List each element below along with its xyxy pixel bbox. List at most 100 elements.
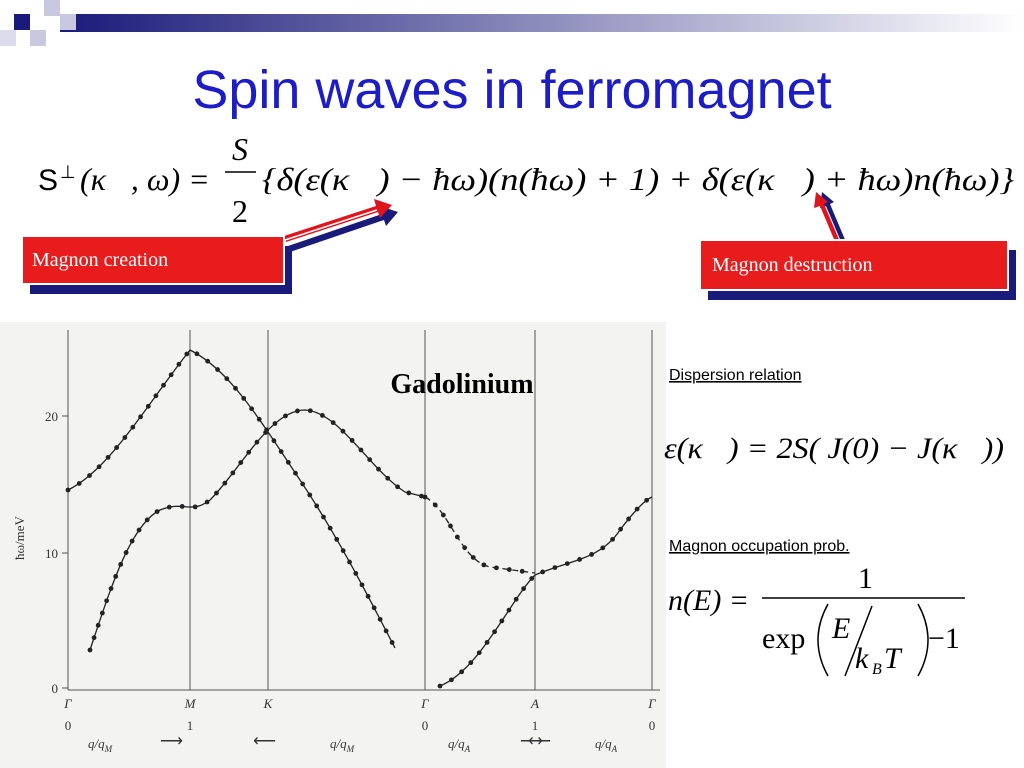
occ-T: T bbox=[884, 642, 903, 675]
point bbox=[65, 487, 71, 493]
point bbox=[406, 490, 412, 496]
point bbox=[285, 459, 291, 465]
point bbox=[153, 393, 159, 399]
point bbox=[376, 466, 381, 472]
point bbox=[626, 516, 632, 522]
x-value-label: 0 bbox=[649, 718, 656, 733]
point bbox=[449, 677, 454, 683]
x-scale-main: q/q bbox=[330, 736, 347, 751]
callout-creation: Magnon creation bbox=[21, 199, 398, 294]
point bbox=[168, 372, 174, 378]
x-scale-sub: A bbox=[611, 744, 618, 754]
point bbox=[249, 406, 255, 412]
x-point-label: A bbox=[530, 696, 539, 711]
point bbox=[166, 504, 172, 510]
point bbox=[300, 481, 306, 487]
x-scale-label: q/qM ⟵ bbox=[253, 733, 355, 754]
point bbox=[161, 382, 166, 388]
eq-args: (κ⃗, ω) = bbox=[80, 161, 210, 197]
point bbox=[454, 534, 460, 540]
x-scale-text: q/qA bbox=[448, 736, 471, 754]
occupation-heading: Magnon occupation prob. bbox=[669, 538, 850, 555]
slide-title: Spin waves in ferromagnet bbox=[192, 60, 831, 120]
point bbox=[184, 351, 190, 357]
point bbox=[179, 504, 185, 509]
point bbox=[96, 464, 102, 470]
point bbox=[224, 376, 230, 382]
point bbox=[529, 576, 535, 581]
point bbox=[87, 473, 92, 478]
point bbox=[118, 561, 124, 567]
point bbox=[176, 361, 182, 367]
point bbox=[91, 635, 97, 641]
eq-super: ⊥ bbox=[60, 162, 76, 182]
y-axis-label: ħω/meV bbox=[12, 515, 27, 560]
point bbox=[114, 445, 120, 450]
point bbox=[263, 430, 268, 435]
point bbox=[577, 557, 582, 562]
point bbox=[122, 435, 128, 440]
point bbox=[154, 509, 160, 514]
point bbox=[241, 395, 247, 401]
point bbox=[330, 420, 336, 426]
point bbox=[194, 351, 200, 357]
point bbox=[136, 527, 142, 533]
point bbox=[238, 460, 244, 465]
x-scale-text: q/qM bbox=[88, 736, 113, 754]
point bbox=[610, 536, 615, 542]
point bbox=[476, 650, 482, 656]
dispersion-formula: ε(κ⃗) = 2S( J(0) − J(κ⃗)) bbox=[664, 432, 1004, 465]
point bbox=[129, 538, 135, 544]
point bbox=[383, 628, 389, 634]
point bbox=[347, 559, 352, 565]
point bbox=[437, 683, 443, 689]
point bbox=[246, 449, 252, 455]
data-points bbox=[65, 351, 650, 689]
x-scale-label: q/qA ⟶ bbox=[448, 733, 543, 754]
point bbox=[377, 616, 383, 622]
x-scale-label: q/qA ⟵ bbox=[528, 733, 618, 754]
x-scale-arrow: ⟶ bbox=[520, 733, 543, 750]
point bbox=[540, 569, 546, 575]
point bbox=[113, 573, 119, 579]
occupation-formula: n(E) = 1 exp E k B T −1 bbox=[668, 562, 965, 678]
point bbox=[494, 565, 499, 571]
x-scale-arrow: ⟵ bbox=[528, 733, 551, 750]
figure-title: Gadolinium bbox=[390, 369, 533, 400]
point bbox=[99, 610, 105, 616]
point bbox=[419, 493, 424, 499]
point bbox=[340, 548, 346, 554]
point bbox=[340, 428, 346, 434]
point bbox=[214, 490, 219, 496]
point bbox=[283, 413, 288, 419]
x-scale-sub: M bbox=[104, 744, 113, 754]
point bbox=[440, 512, 446, 518]
point bbox=[359, 582, 365, 588]
point bbox=[634, 506, 640, 512]
x-scale-text: q/qM bbox=[330, 736, 355, 754]
point bbox=[365, 593, 371, 599]
point bbox=[205, 358, 211, 364]
point bbox=[123, 550, 129, 555]
point bbox=[295, 408, 300, 414]
point bbox=[459, 669, 465, 675]
point bbox=[144, 517, 150, 523]
eq-symbol: S bbox=[38, 164, 58, 197]
point bbox=[254, 439, 260, 445]
point bbox=[327, 525, 333, 531]
point bbox=[519, 568, 525, 574]
point bbox=[233, 385, 238, 391]
point bbox=[108, 586, 114, 591]
eq-rhs: {δ(ε(κ⃗) − ħω)(n(ħω) + 1) + δ(ε(κ⃗) + ħω… bbox=[262, 161, 1014, 197]
point bbox=[499, 618, 505, 624]
x-point-label: Γ bbox=[63, 696, 72, 711]
y-tick-label: 0 bbox=[52, 681, 59, 696]
point bbox=[130, 424, 136, 430]
point bbox=[600, 545, 606, 551]
point bbox=[204, 499, 210, 505]
point bbox=[513, 596, 519, 602]
point bbox=[87, 647, 93, 653]
point bbox=[371, 605, 377, 611]
